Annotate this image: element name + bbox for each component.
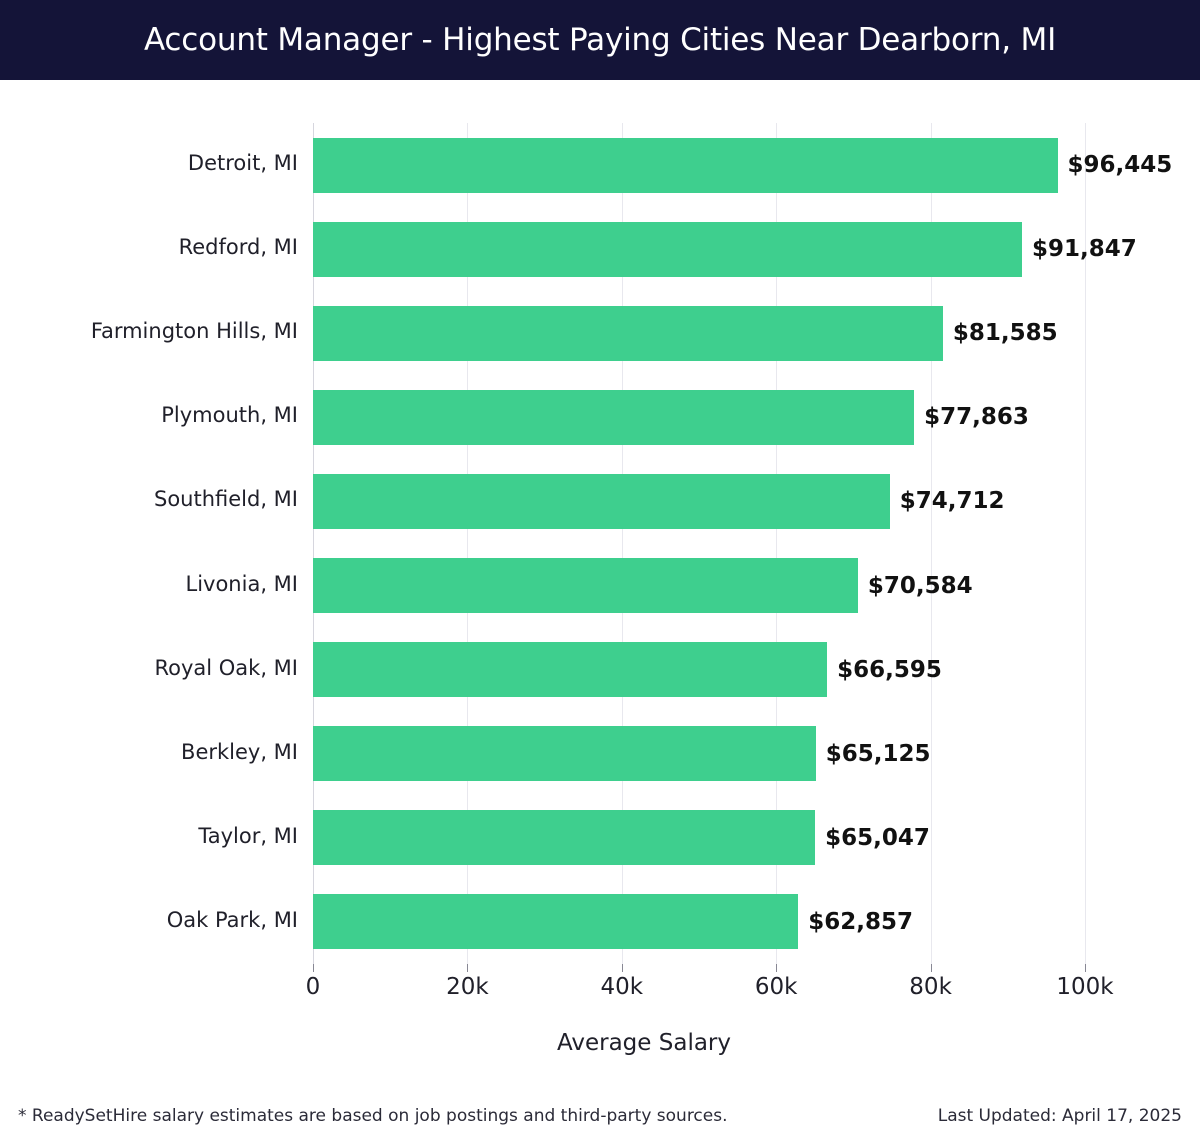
x-tick-mark: [621, 964, 623, 972]
bar-value-label: $81,585: [952, 320, 1058, 347]
x-axis-title: Average Salary: [556, 1030, 731, 1056]
bar[interactable]: [313, 473, 890, 529]
category-label: Livonia, MI: [185, 571, 299, 596]
bar-value-label: $91,847: [1032, 236, 1137, 263]
category-label: Plymouth, MI: [161, 403, 298, 428]
bar-row[interactable]: $74,712: [313, 459, 1085, 543]
category-label: Berkley, MI: [181, 739, 298, 764]
bar-value-label: $62,857: [808, 908, 914, 935]
plot-area: $96,445 $91,847 $81,585 $77,863 $74,712 $70,5…: [313, 123, 1172, 964]
bar-value-label: $65,047: [825, 824, 930, 851]
chart-header: Account Manager - Highest Paying Cities …: [0, 0, 1200, 80]
bar-row[interactable]: $70,584: [313, 544, 1085, 628]
bar-value-label: $74,712: [899, 488, 1005, 515]
bar-value-label: $66,595: [837, 656, 942, 683]
category-label: Royal Oak, MI: [154, 655, 298, 680]
bar-value-label: $96,445: [1067, 152, 1173, 179]
category-label: Farmington Hills, MI: [90, 319, 298, 344]
bar-row[interactable]: $96,445: [313, 123, 1172, 207]
x-tick-label: 0: [305, 974, 321, 1000]
bar[interactable]: [313, 810, 816, 866]
category-label: Oak Park, MI: [166, 907, 298, 932]
bar-row[interactable]: $66,595: [313, 628, 1085, 712]
footnote-text: * ReadySetHire salary estimates are base…: [18, 1106, 728, 1126]
gridline: [313, 123, 314, 964]
category-label: Taylor, MI: [198, 823, 298, 848]
bar-row[interactable]: $77,863: [313, 375, 1085, 459]
bar[interactable]: [313, 305, 943, 361]
bar-row[interactable]: $91,847: [313, 207, 1137, 291]
bar[interactable]: [313, 558, 858, 614]
category-label: Redford, MI: [178, 235, 298, 260]
bar[interactable]: [313, 642, 828, 698]
bar-row[interactable]: $65,125: [313, 712, 1085, 796]
x-tick-mark: [313, 964, 314, 972]
bar-row[interactable]: $81,585: [313, 291, 1085, 375]
x-tick-label: 80k: [909, 974, 952, 1000]
x-tick-mark: [467, 964, 469, 972]
bar-value-label: $70,584: [867, 572, 973, 599]
bar[interactable]: [313, 137, 1058, 193]
x-tick-label: 60k: [754, 974, 798, 1000]
bar-row[interactable]: $62,857: [313, 880, 1085, 964]
bar[interactable]: [313, 389, 915, 445]
x-tick-label: 100k: [1056, 974, 1114, 1000]
last-updated-text: Last Updated: April 17, 2025: [937, 1106, 1182, 1126]
gridline: [621, 123, 623, 964]
gridline: [467, 123, 469, 964]
category-label: Southfield, MI: [153, 487, 298, 512]
x-axis: 0 20k 40k 60k 80k 100k: [306, 964, 1114, 1012]
x-tick-label: 20k: [446, 974, 489, 1000]
bar[interactable]: [313, 221, 1023, 277]
page-title: Account Manager - Highest Paying Cities …: [143, 22, 1057, 58]
bar[interactable]: [313, 894, 799, 950]
category-label: Detroit, MI: [187, 151, 298, 176]
bar-row[interactable]: $65,047: [313, 796, 1085, 880]
category-axis-labels: Detroit, MI Redford, MI Farmington Hills, …: [0, 123, 298, 964]
gridline: [930, 123, 932, 964]
gridline: [776, 123, 778, 964]
bar-value-label: $65,125: [825, 740, 931, 767]
x-tick-mark: [930, 964, 932, 972]
bar-value-label: $77,863: [924, 404, 1029, 431]
chart-footer: * ReadySetHire salary estimates are base…: [0, 1092, 1200, 1140]
bar[interactable]: [313, 726, 816, 782]
gridline: [1085, 123, 1086, 964]
x-tick-mark: [1085, 964, 1086, 972]
x-tick-label: 40k: [600, 974, 644, 1000]
x-tick-mark: [776, 964, 778, 972]
